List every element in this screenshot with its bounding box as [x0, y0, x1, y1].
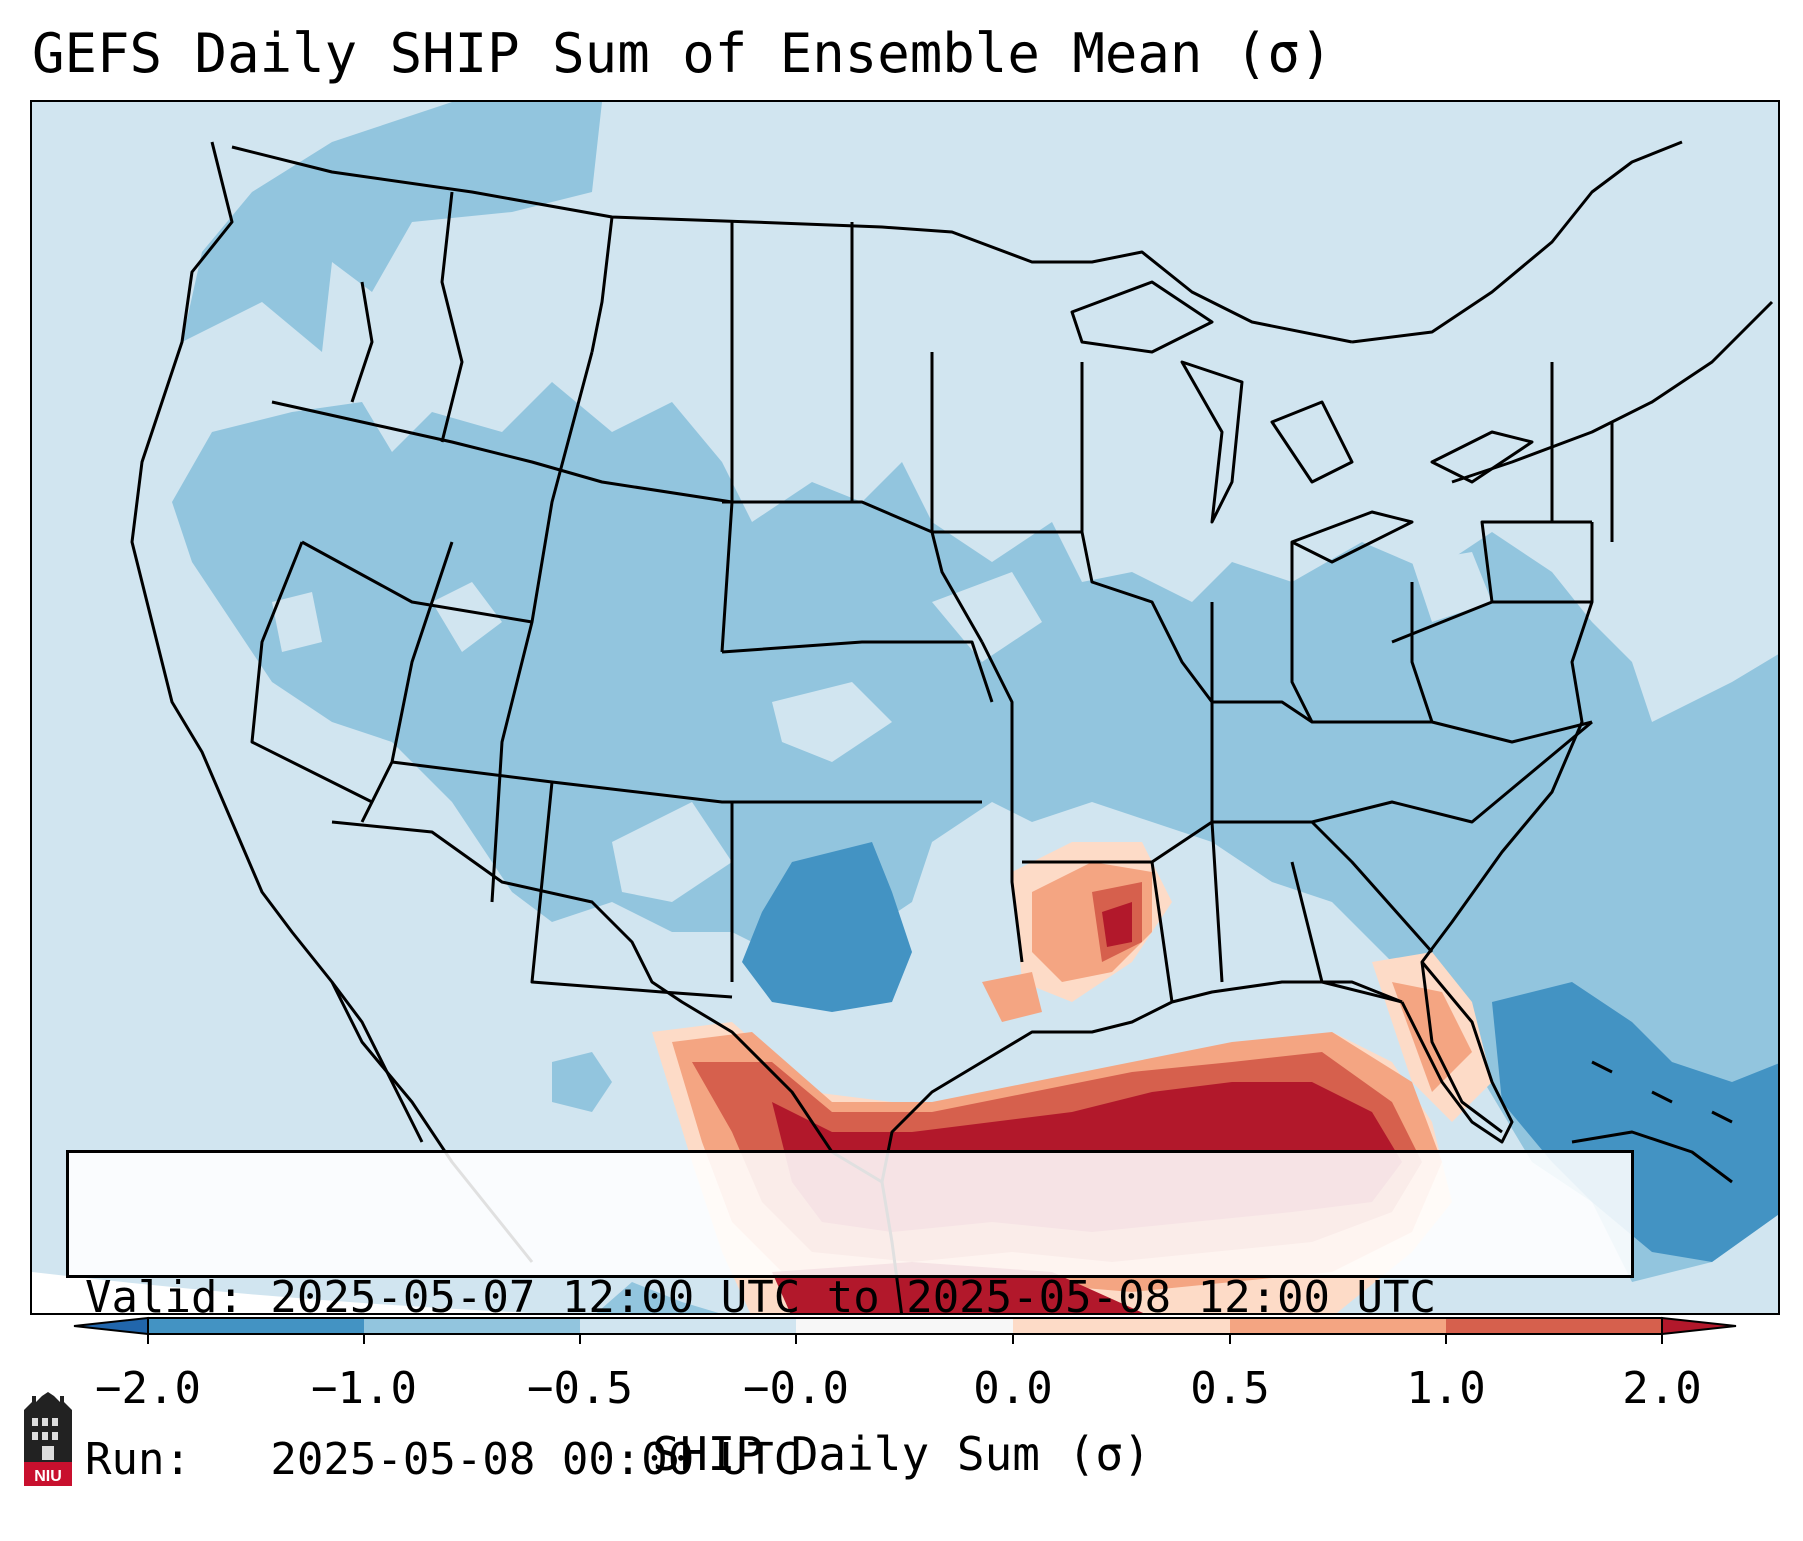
outside-domain	[32, 1272, 533, 1313]
map-canvas	[32, 102, 1778, 1313]
niu-logo-icon: NIU	[24, 1392, 72, 1486]
map-panel	[30, 100, 1780, 1315]
colorbar-tick-1: −2.0	[95, 1363, 201, 1414]
colorbar-tick-6: 0.5	[1190, 1363, 1270, 1414]
valid-time-text: Valid: 2025-05-07 12:00 UTC to 2025-05-0…	[85, 1272, 1437, 1323]
colorbar-tick-2: −1.0	[311, 1363, 417, 1414]
near-normal-patches	[272, 482, 1692, 902]
colorbar-tick-7: 1.0	[1406, 1363, 1486, 1414]
run-time-text: Run: 2025-05-08 00:00 UTC	[85, 1434, 801, 1485]
colorbar-tick-4: −0.0	[743, 1363, 849, 1414]
below-normal-fields	[172, 102, 1778, 1313]
map-title: GEFS Daily SHIP Sum of Ensemble Mean (σ)	[32, 22, 1333, 85]
colorbar-tick-8: 2.0	[1622, 1363, 1702, 1414]
colorbar-label: SHIP Daily Sum (σ)	[652, 1427, 1151, 1481]
strong-below-normal	[742, 842, 1778, 1262]
borders	[130, 140, 1774, 1313]
logo-text: NIU	[34, 1468, 62, 1485]
colorbar-tick-3: −0.5	[527, 1363, 633, 1414]
colorbar-tick-5: 0.0	[973, 1363, 1053, 1414]
colorbar-extend-high	[1661, 1316, 1737, 1336]
validity-info-box: Valid: 2025-05-07 12:00 UTC to 2025-05-0…	[66, 1150, 1634, 1485]
